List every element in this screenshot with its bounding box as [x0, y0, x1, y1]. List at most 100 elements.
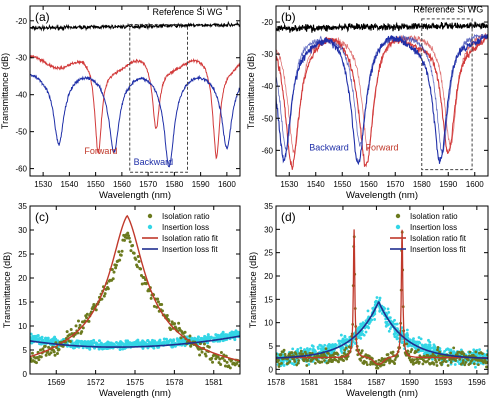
- y-tick-label: -30: [15, 54, 27, 63]
- y-tick-label: 5: [269, 342, 274, 351]
- insertion-loss-point: [296, 348, 300, 351]
- isolation-ratio-point: [331, 360, 334, 363]
- plot-frame: [29, 5, 241, 177]
- isolation-ratio-point: [379, 364, 382, 368]
- insertion-loss-point: [425, 345, 429, 349]
- isolation-ratio-point: [277, 365, 281, 368]
- isolation-ratio-point: [426, 359, 429, 363]
- isolation-ratio-point: [120, 249, 124, 253]
- isolation-ratio-point: [128, 240, 132, 244]
- insertion-loss-point: [212, 336, 216, 340]
- y-axis-label: Transmittance (dB): [0, 53, 10, 129]
- insertion-loss-point: [165, 341, 169, 345]
- isolation-ratio-point: [305, 364, 309, 367]
- isolation-ratio-point: [294, 352, 298, 356]
- isolation-ratio-point: [125, 236, 129, 240]
- isolation-ratio-point: [379, 359, 383, 363]
- insertion-loss-point: [387, 310, 391, 314]
- isolation-ratio-point: [365, 363, 369, 367]
- isolation-ratio-point: [221, 356, 225, 360]
- insertion-loss-point: [318, 343, 322, 347]
- isolation-ratio-point: [65, 330, 69, 334]
- isolation-ratio-point: [288, 360, 292, 363]
- isolation-ratio-point: [68, 333, 72, 337]
- insertion-loss-point: [443, 349, 446, 353]
- y-tick-label: 30: [18, 226, 27, 235]
- insertion-loss-point: [428, 340, 432, 344]
- insertion-loss-point: [233, 338, 237, 342]
- x-tick-label: 1593: [434, 378, 452, 387]
- isolation-ratio-point: [376, 366, 380, 370]
- y-axis-label: Transmittance (dB): [2, 252, 12, 328]
- plot-area: [276, 229, 488, 370]
- insertion-loss-point: [364, 319, 368, 323]
- x-tick-label: 1590: [401, 378, 419, 387]
- insertion-loss-point: [339, 333, 343, 337]
- insertion-loss-point: [481, 354, 484, 358]
- x-tick-label: 1560: [360, 180, 378, 189]
- isolation-ratio-point: [279, 353, 283, 356]
- isolation-ratio-point: [69, 327, 73, 331]
- insertion-loss-point: [170, 345, 174, 349]
- insertion-loss-point: [479, 361, 483, 365]
- legend-marker: [147, 224, 153, 230]
- panel-c: 1569 1572 1575 1578 1581 0 5 10 15 20 25 30 35 Wavele…: [2, 202, 241, 399]
- insertion-loss-point: [107, 342, 111, 346]
- insertion-loss-point: [359, 337, 363, 340]
- isolation-ratio-point: [468, 362, 472, 365]
- isolation-ratio-point: [39, 348, 42, 352]
- isolation-ratio-point: [149, 296, 153, 300]
- insertion-loss-point: [47, 339, 51, 343]
- y-tick-label: -60: [261, 146, 273, 155]
- insertion-loss-point: [358, 326, 362, 330]
- isolation-ratio-point: [342, 359, 346, 362]
- isolation-ratio-point: [131, 244, 135, 248]
- legend-label: Isolation ratio fit: [162, 234, 219, 243]
- isolation-ratio-point: [324, 347, 328, 351]
- isolation-ratio-point: [286, 357, 290, 361]
- isolation-ratio-point: [474, 350, 478, 354]
- isolation-ratio-point: [118, 258, 122, 262]
- insertion-loss-point: [296, 350, 300, 354]
- isolation-ratio-point: [283, 352, 287, 356]
- isolation-ratio-point: [446, 364, 450, 367]
- isolation-ratio-point: [359, 351, 363, 355]
- isolation-ratio-point: [393, 358, 397, 361]
- annotation-label: Backward: [309, 142, 349, 152]
- isolation-ratio-point: [277, 358, 280, 362]
- insertion-loss-point: [97, 347, 101, 351]
- x-axis-label: Wavelength (nm): [346, 388, 418, 399]
- isolation-ratio-point: [165, 314, 169, 318]
- isolation-ratio-point: [81, 326, 85, 330]
- insertion-loss-point: [345, 338, 349, 341]
- isolation-ratio-fit-line: [30, 214, 240, 362]
- legend-marker: [395, 224, 401, 230]
- dashed-box: [129, 23, 188, 173]
- isolation-ratio-point: [43, 344, 47, 348]
- isolation-ratio-point: [219, 350, 223, 354]
- insertion-loss-point: [171, 339, 175, 343]
- insertion-loss-point: [156, 341, 160, 345]
- insertion-loss-point: [344, 343, 348, 347]
- insertion-loss-point: [80, 339, 84, 343]
- isolation-ratio-point: [134, 257, 138, 261]
- legend-label: Insertion loss: [410, 223, 457, 232]
- insertion-loss-point: [396, 336, 399, 340]
- insertion-loss-point: [218, 334, 222, 338]
- insertion-loss-point: [361, 322, 365, 326]
- insertion-loss-point: [386, 323, 390, 327]
- insertion-loss-point: [405, 328, 409, 332]
- insertion-loss-point: [224, 333, 228, 337]
- insertion-loss-point: [203, 336, 207, 340]
- insertion-loss-point: [419, 337, 423, 341]
- isolation-ratio-point: [406, 349, 410, 353]
- insertion-loss-point: [316, 345, 320, 349]
- isolation-ratio-point: [421, 362, 425, 366]
- isolation-ratio-point: [393, 362, 397, 366]
- spectrum-line-overlay-2: [276, 32, 488, 155]
- isolation-ratio-point: [127, 236, 131, 240]
- isolation-ratio-point: [364, 360, 368, 364]
- insertion-loss-point: [233, 332, 237, 336]
- isolation-ratio-point: [111, 277, 115, 281]
- isolation-ratio-point: [477, 363, 480, 367]
